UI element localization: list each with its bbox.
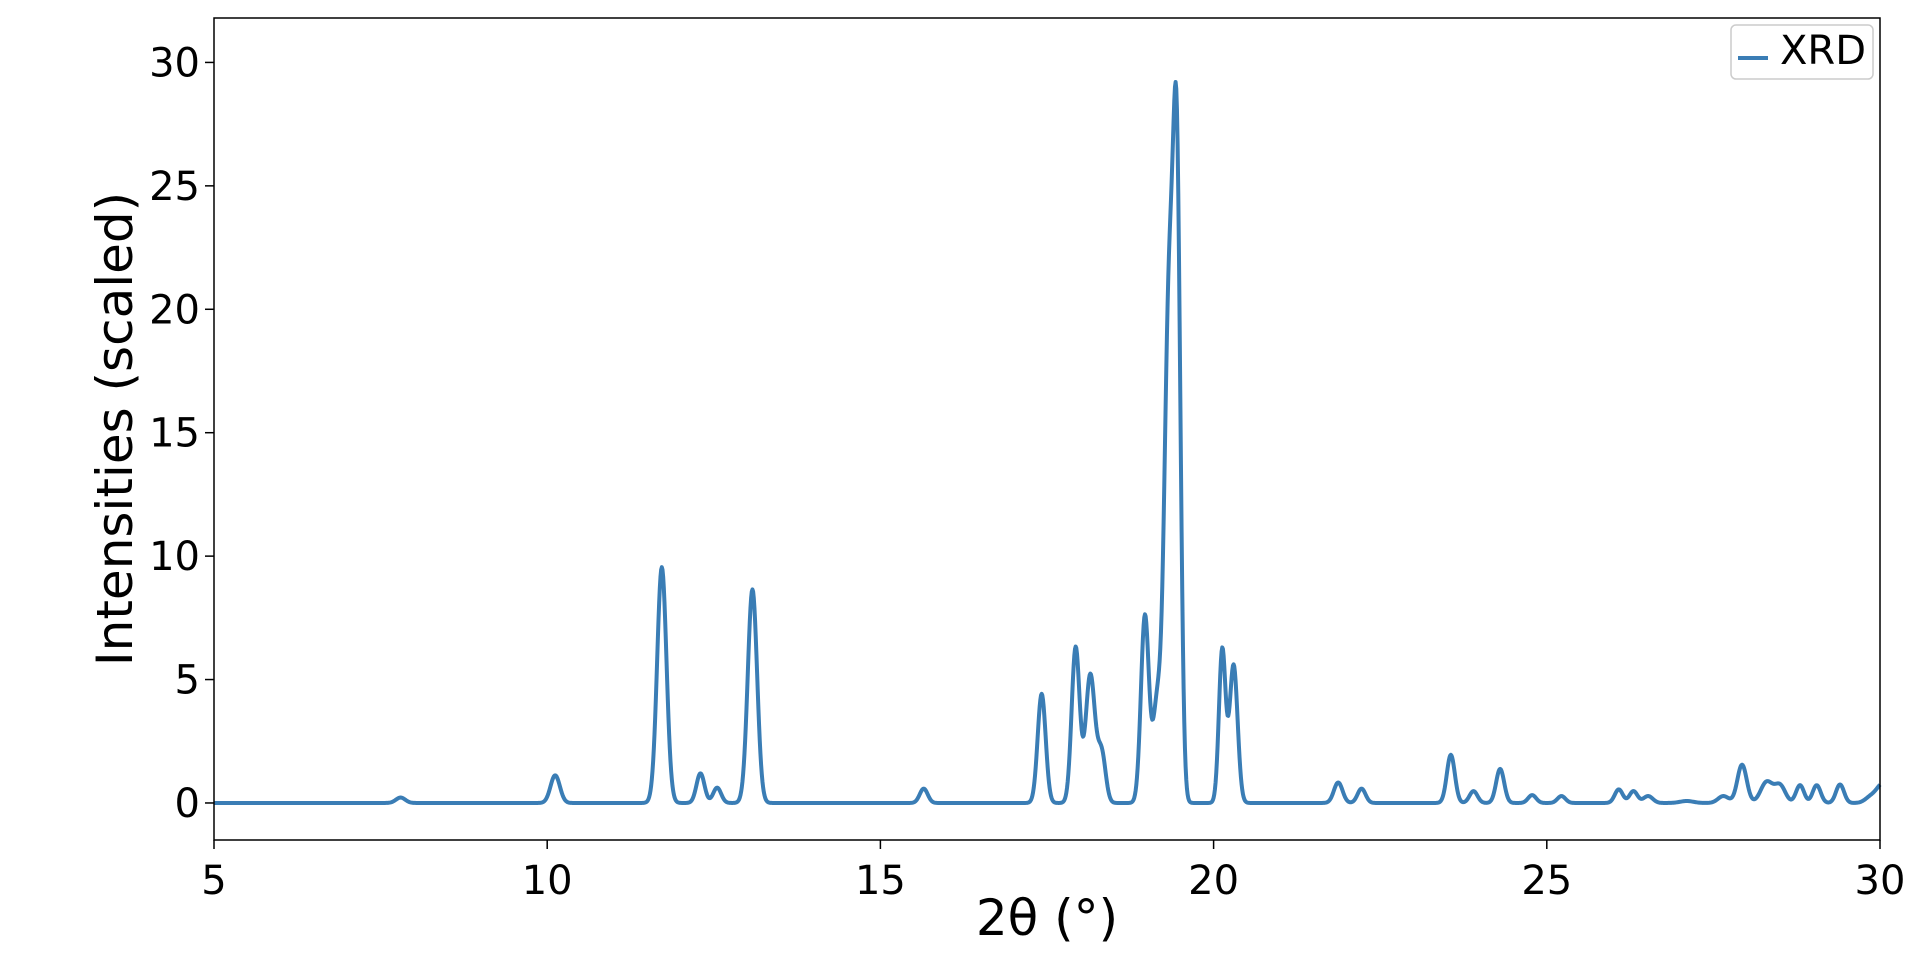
y-axis: 0 5 10 15 20 25 30 bbox=[149, 40, 214, 827]
x-tick-label: 10 bbox=[522, 858, 573, 904]
y-tick-label: 20 bbox=[149, 287, 200, 333]
x-tick-label: 25 bbox=[1521, 858, 1572, 904]
plot-content bbox=[212, 80, 1882, 805]
legend-label-xrd: XRD bbox=[1780, 28, 1866, 74]
y-tick-label: 15 bbox=[149, 411, 200, 457]
x-tick-label: 30 bbox=[1855, 858, 1906, 904]
x-axis: 5 10 15 20 25 30 bbox=[201, 840, 1905, 904]
x-tick-label: 5 bbox=[201, 858, 226, 904]
x-tick-label: 20 bbox=[1188, 858, 1239, 904]
legend: XRD bbox=[1730, 24, 1874, 80]
y-tick-label: 5 bbox=[175, 658, 200, 704]
legend-box bbox=[1730, 24, 1874, 80]
y-axis-title: Intensities (scaled) bbox=[86, 192, 144, 666]
plot-frame bbox=[213, 17, 1881, 841]
x-axis-title: 2θ (°) bbox=[976, 889, 1118, 947]
series-line-xrd bbox=[212, 80, 1882, 805]
y-tick-label: 25 bbox=[149, 164, 200, 210]
y-tick-label: 10 bbox=[149, 534, 200, 580]
y-tick-label: 30 bbox=[149, 40, 200, 86]
x-tick-label: 15 bbox=[855, 858, 906, 904]
y-tick-label: 0 bbox=[175, 781, 200, 827]
